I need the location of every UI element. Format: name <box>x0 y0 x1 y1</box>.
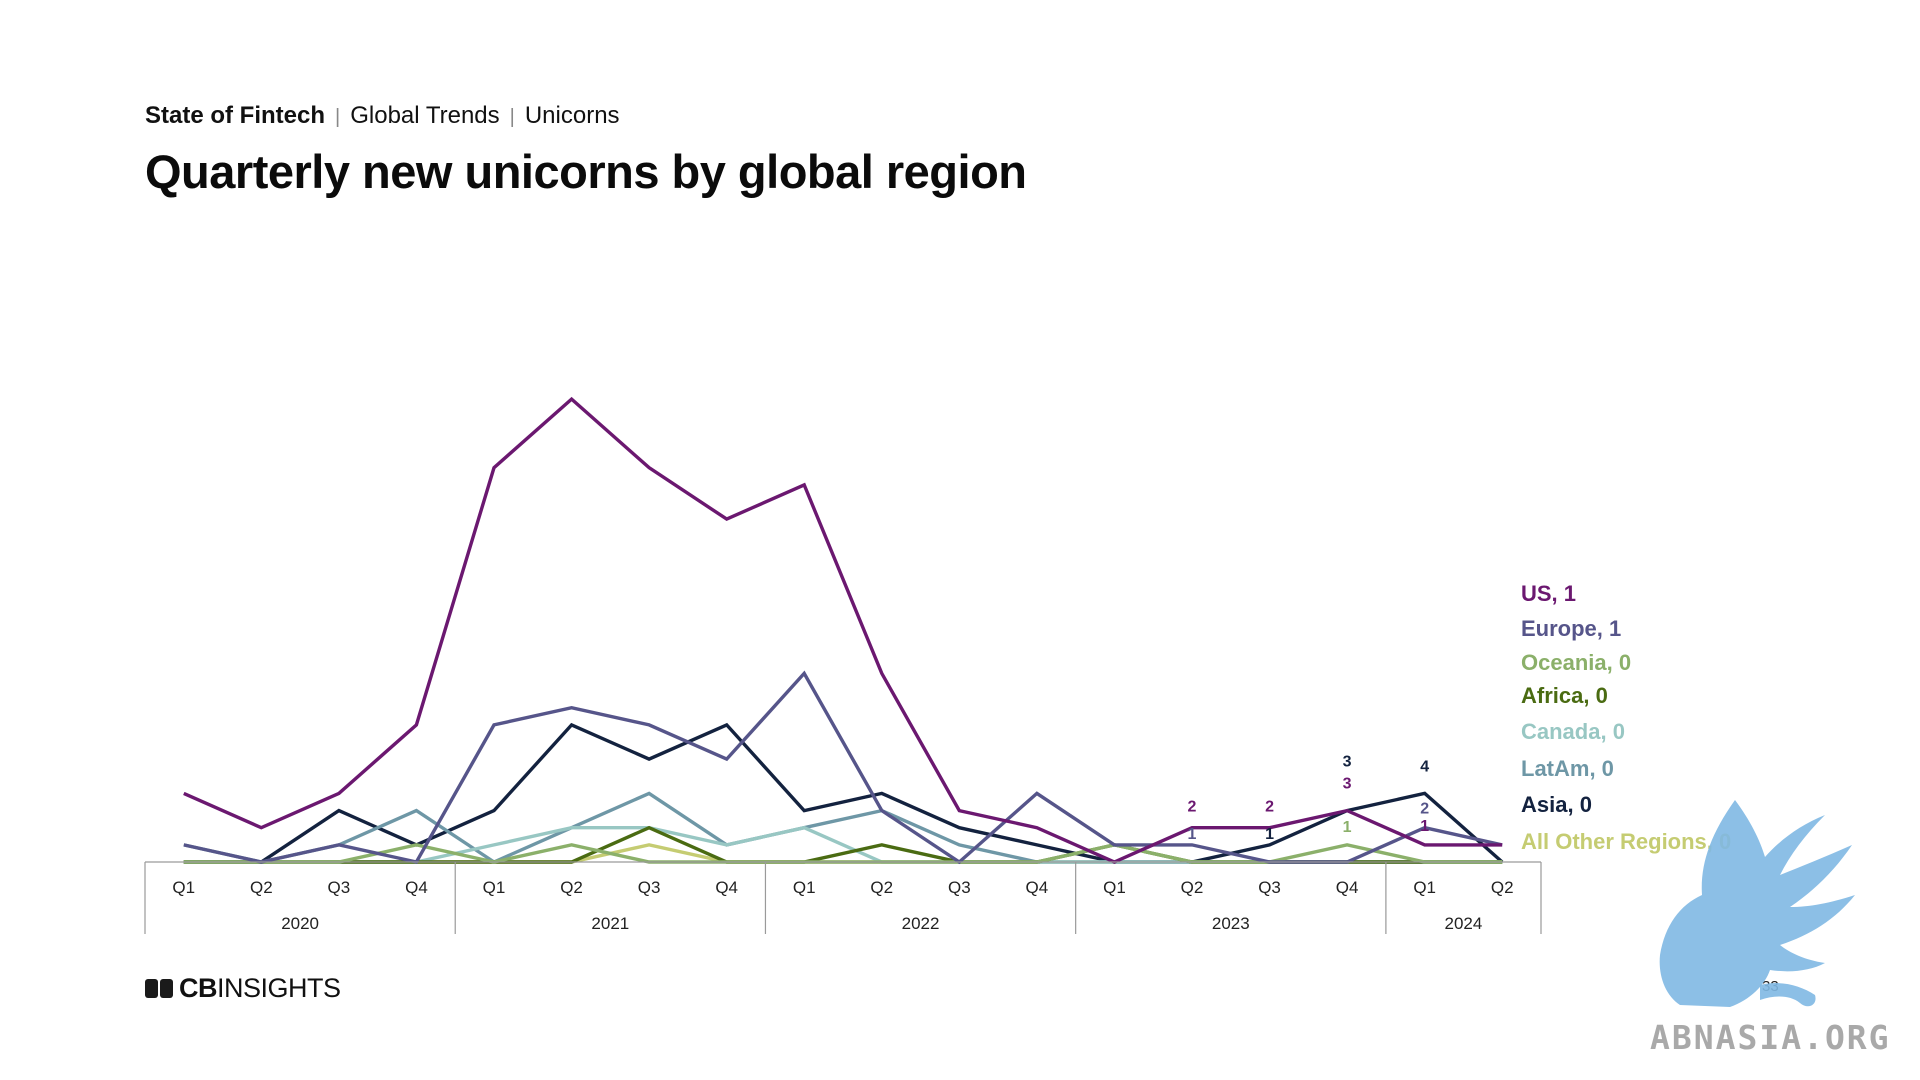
x-tick-label: Q3 <box>328 878 351 897</box>
x-tick-label: Q3 <box>638 878 661 897</box>
x-tick-label: Q3 <box>948 878 971 897</box>
data-label: 2 <box>1420 801 1429 818</box>
breadcrumb-separator: | <box>335 106 341 128</box>
legend-entry: Asia, 0 <box>1521 792 1592 817</box>
series-line-asia <box>183 722 1504 864</box>
x-tick-label: Q1 <box>1103 878 1126 897</box>
x-tick-label: Q2 <box>560 878 583 897</box>
year-label: 2023 <box>1212 914 1250 933</box>
logo-text-light: INSIGHTS <box>217 973 341 1003</box>
data-label: 3 <box>1343 754 1352 771</box>
legend-entry: Canada, 0 <box>1521 719 1625 744</box>
page-title: Quarterly new unicorns by global region <box>145 145 1027 198</box>
breadcrumb-subsection[interactable]: Unicorns <box>524 102 620 129</box>
legend-entry: Europe, 1 <box>1521 616 1621 641</box>
data-label: 2 <box>1188 799 1197 816</box>
x-tick-label: Q4 <box>1026 878 1049 897</box>
breadcrumb-brand[interactable]: State of Fintech <box>145 102 326 129</box>
breadcrumb: State of Fintech | Global Trends | Unicorns <box>145 102 620 130</box>
x-tick-label: Q1 <box>172 878 195 897</box>
year-label: 2020 <box>281 914 319 933</box>
data-label: 4 <box>1420 758 1429 775</box>
breadcrumb-section[interactable]: Global Trends <box>350 102 500 129</box>
logo-text-bold: CB <box>179 973 218 1003</box>
x-tick-label: Q2 <box>1491 878 1514 897</box>
x-tick-label: Q4 <box>1336 878 1359 897</box>
data-label: 1 <box>1188 826 1197 843</box>
x-tick-label: Q1 <box>793 878 816 897</box>
x-tick-label: Q4 <box>715 878 738 897</box>
x-tick-label: Q2 <box>250 878 273 897</box>
series-line-canada <box>183 825 1503 864</box>
cb-logo-icon <box>145 979 173 998</box>
data-label: 1 <box>1265 826 1274 843</box>
legend-entry: Oceania, 0 <box>1521 650 1631 675</box>
data-label: 3 <box>1343 776 1352 793</box>
cb-insights-logo: CBINSIGHTS <box>145 973 341 1004</box>
watermark-text: ABNASIA.ORG <box>1650 1018 1891 1057</box>
data-label: 1 <box>1420 818 1429 835</box>
x-tick-label: Q2 <box>1181 878 1204 897</box>
x-tick-label: Q4 <box>405 878 428 897</box>
x-tick-label: Q1 <box>483 878 506 897</box>
x-tick-label: Q1 <box>1413 878 1436 897</box>
series-line-us <box>183 396 1503 864</box>
year-label: 2022 <box>902 914 940 933</box>
x-tick-label: Q2 <box>870 878 893 897</box>
year-label: 2024 <box>1445 914 1483 933</box>
x-tick-label: Q3 <box>1258 878 1281 897</box>
data-label: 2 <box>1265 799 1274 816</box>
year-label: 2021 <box>591 914 629 933</box>
data-label: 1 <box>1343 819 1352 836</box>
breadcrumb-separator: | <box>509 106 515 128</box>
legend-entry: LatAm, 0 <box>1521 756 1614 781</box>
griffin-watermark-icon <box>1659 800 1855 1007</box>
legend-entry: Africa, 0 <box>1521 683 1608 708</box>
series-line-europe <box>183 670 1503 865</box>
legend-entry: All Other Regions, 0 <box>1521 829 1731 854</box>
legend-entry: US, 1 <box>1521 581 1576 606</box>
